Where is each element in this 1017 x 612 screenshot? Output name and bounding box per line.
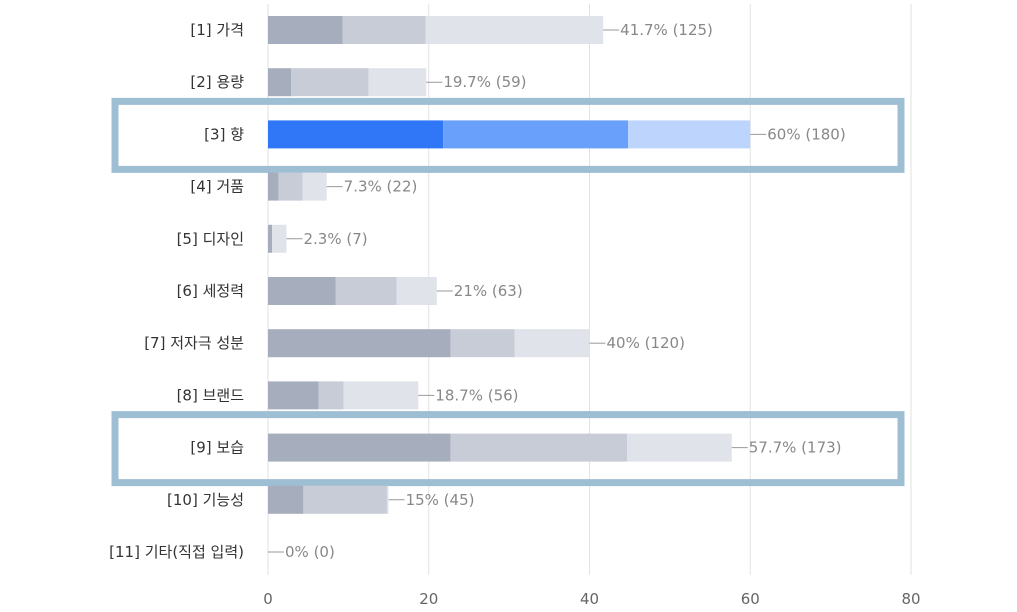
bar-segment[interactable] xyxy=(628,120,751,149)
bar-segment[interactable] xyxy=(268,433,451,462)
bar-segment[interactable] xyxy=(268,120,444,149)
bar-segment[interactable] xyxy=(268,329,451,358)
data-label: 60% (180) xyxy=(767,125,845,143)
data-label: 21% (63) xyxy=(454,282,523,300)
category-label: [3] 향 xyxy=(204,125,244,143)
data-label: 18.7% (56) xyxy=(435,386,518,404)
x-tick-label: 60 xyxy=(741,590,760,608)
bar-segment[interactable] xyxy=(450,433,628,462)
category-label: [10] 기능성 xyxy=(167,491,244,509)
bar-segment[interactable] xyxy=(302,172,327,201)
highlight-frame xyxy=(111,97,905,173)
bar-segment[interactable] xyxy=(443,120,629,149)
bar-segment[interactable] xyxy=(268,172,279,201)
bar-segment[interactable] xyxy=(303,485,387,514)
bar-segment[interactable] xyxy=(268,381,319,410)
bar-segment[interactable] xyxy=(268,224,273,253)
category-label: [2] 용량 xyxy=(190,73,244,91)
bar-segment[interactable] xyxy=(335,277,397,305)
x-tick-label: 40 xyxy=(580,590,599,608)
bar-segment[interactable] xyxy=(627,433,732,462)
data-label: 15% (45) xyxy=(406,491,475,509)
bar-segment[interactable] xyxy=(268,68,292,97)
bar-segment[interactable] xyxy=(268,485,304,514)
data-label: 41.7% (125) xyxy=(620,21,713,39)
x-tick-label: 80 xyxy=(901,590,920,608)
category-label: [6] 세정력 xyxy=(177,282,244,300)
category-label: [11] 기타(직접 입력) xyxy=(109,543,244,561)
bar-segment[interactable] xyxy=(278,172,303,201)
bar-segment[interactable] xyxy=(342,16,426,44)
highlight-frame xyxy=(111,411,905,487)
bar-segment[interactable] xyxy=(450,329,515,358)
category-label: [4] 거품 xyxy=(190,178,244,196)
bar-segment[interactable] xyxy=(268,277,336,305)
category-label: [9] 보습 xyxy=(190,439,244,457)
data-label: 40% (120) xyxy=(607,334,685,352)
x-tick-label: 20 xyxy=(419,590,438,608)
bar-segment[interactable] xyxy=(396,277,437,305)
data-label: 19.7% (59) xyxy=(443,73,526,91)
x-tick-label: 0 xyxy=(263,590,273,608)
data-label: 57.7% (173) xyxy=(749,439,842,457)
data-label: 7.3% (22) xyxy=(344,178,418,196)
bar-segment[interactable] xyxy=(318,381,344,410)
category-label: [8] 브랜드 xyxy=(177,386,245,404)
bar-segment[interactable] xyxy=(268,16,343,44)
data-label: 2.3% (7) xyxy=(303,230,367,248)
bar-segment[interactable] xyxy=(514,329,590,358)
category-label: [5] 디자인 xyxy=(177,230,244,248)
bar-segment[interactable] xyxy=(272,224,287,253)
bar-segment[interactable] xyxy=(386,485,389,514)
bar-segment[interactable] xyxy=(291,68,369,97)
category-label: [1] 가격 xyxy=(190,21,244,39)
data-label: 0% (0) xyxy=(285,543,335,561)
category-label: [7] 저자극 성분 xyxy=(144,334,244,352)
bar-segment[interactable] xyxy=(343,381,419,410)
bar-segment[interactable] xyxy=(425,16,604,44)
bar-segment[interactable] xyxy=(368,68,427,97)
